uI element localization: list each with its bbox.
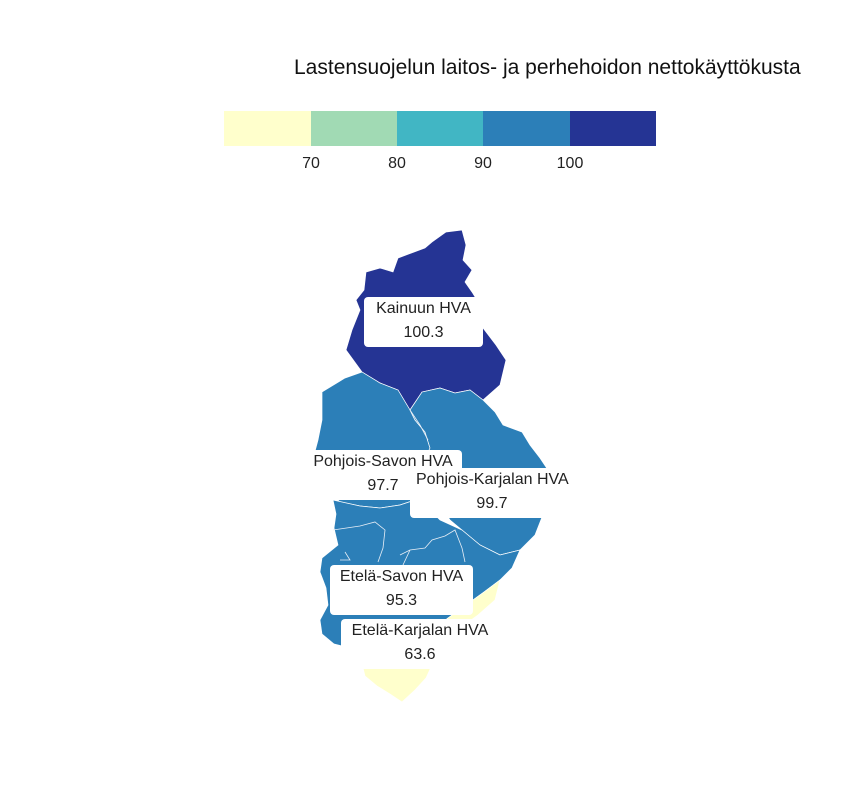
region-value: 63.6	[404, 646, 436, 663]
region-name: Etelä-Savon HVA	[339, 568, 464, 585]
legend-swatch-5	[570, 111, 656, 146]
region-label-pohjois-karjala: Pohjois-Karjalan HVA 99.7	[410, 468, 574, 518]
legend-swatch-1	[224, 111, 311, 146]
region-label-kainuu: Kainuun HVA 100.3	[364, 297, 483, 347]
region-value: 95.3	[385, 592, 418, 609]
region-value: 97.7	[367, 477, 399, 494]
legend-swatch-3	[397, 111, 483, 146]
region-label-etela-savo: Etelä-Savon HVA 95.3	[330, 565, 473, 615]
map-title: Lastensuojelun laitos- ja perhehoidon ne…	[294, 56, 801, 79]
region-name: Pohjois-Savon HVA	[313, 453, 453, 470]
legend-tick-label: 90	[474, 155, 492, 172]
legend-swatch-2	[311, 111, 397, 146]
color-legend: 70 80 90 100	[224, 111, 656, 172]
legend-swatch-4	[483, 111, 570, 146]
region-value: 99.7	[476, 495, 508, 512]
region-name: Pohjois-Karjalan HVA	[416, 471, 569, 488]
legend-tick-label: 100	[556, 155, 584, 172]
legend-tick-label: 80	[388, 155, 406, 172]
region-name: Kainuun HVA	[376, 300, 471, 317]
region-value: 100.3	[403, 324, 444, 341]
region-name: Etelä-Karjalan HVA	[351, 622, 489, 639]
region-label-etela-karjala: Etelä-Karjalan HVA 63.6	[341, 619, 499, 669]
legend-tick-label: 70	[302, 155, 320, 172]
